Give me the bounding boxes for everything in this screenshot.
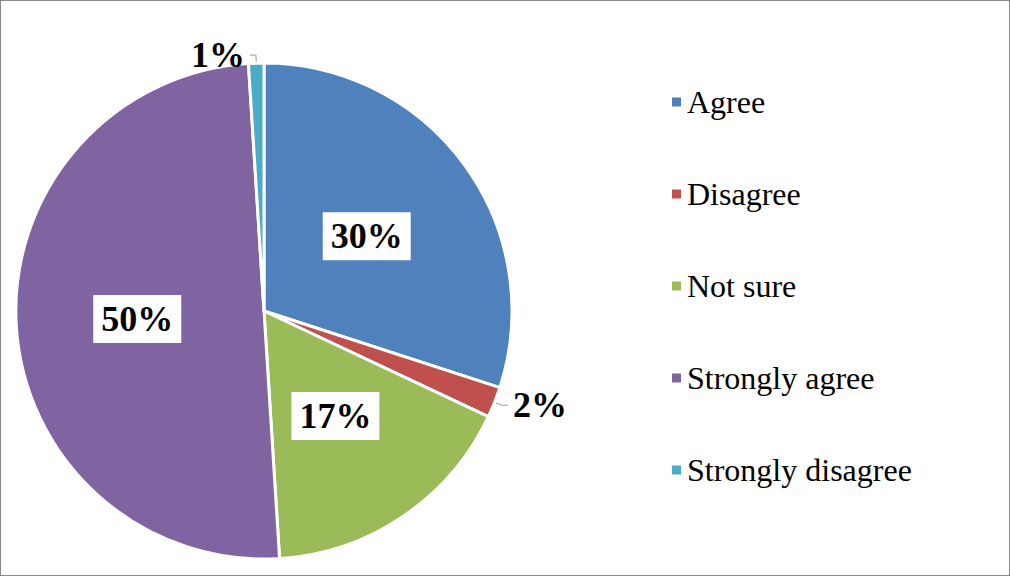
svg-text:2%: 2% <box>513 385 567 425</box>
svg-text:50%: 50% <box>101 299 173 339</box>
svg-text:Strongly agree: Strongly agree <box>687 360 875 396</box>
svg-text:Agree: Agree <box>687 84 765 120</box>
svg-text:17%: 17% <box>299 396 371 436</box>
svg-text:1%: 1% <box>191 35 245 75</box>
svg-text:Strongly disagree: Strongly disagree <box>687 452 912 488</box>
svg-text:30%: 30% <box>331 216 403 256</box>
svg-text:Not sure: Not sure <box>687 268 796 304</box>
svg-text:Disagree: Disagree <box>687 176 801 212</box>
